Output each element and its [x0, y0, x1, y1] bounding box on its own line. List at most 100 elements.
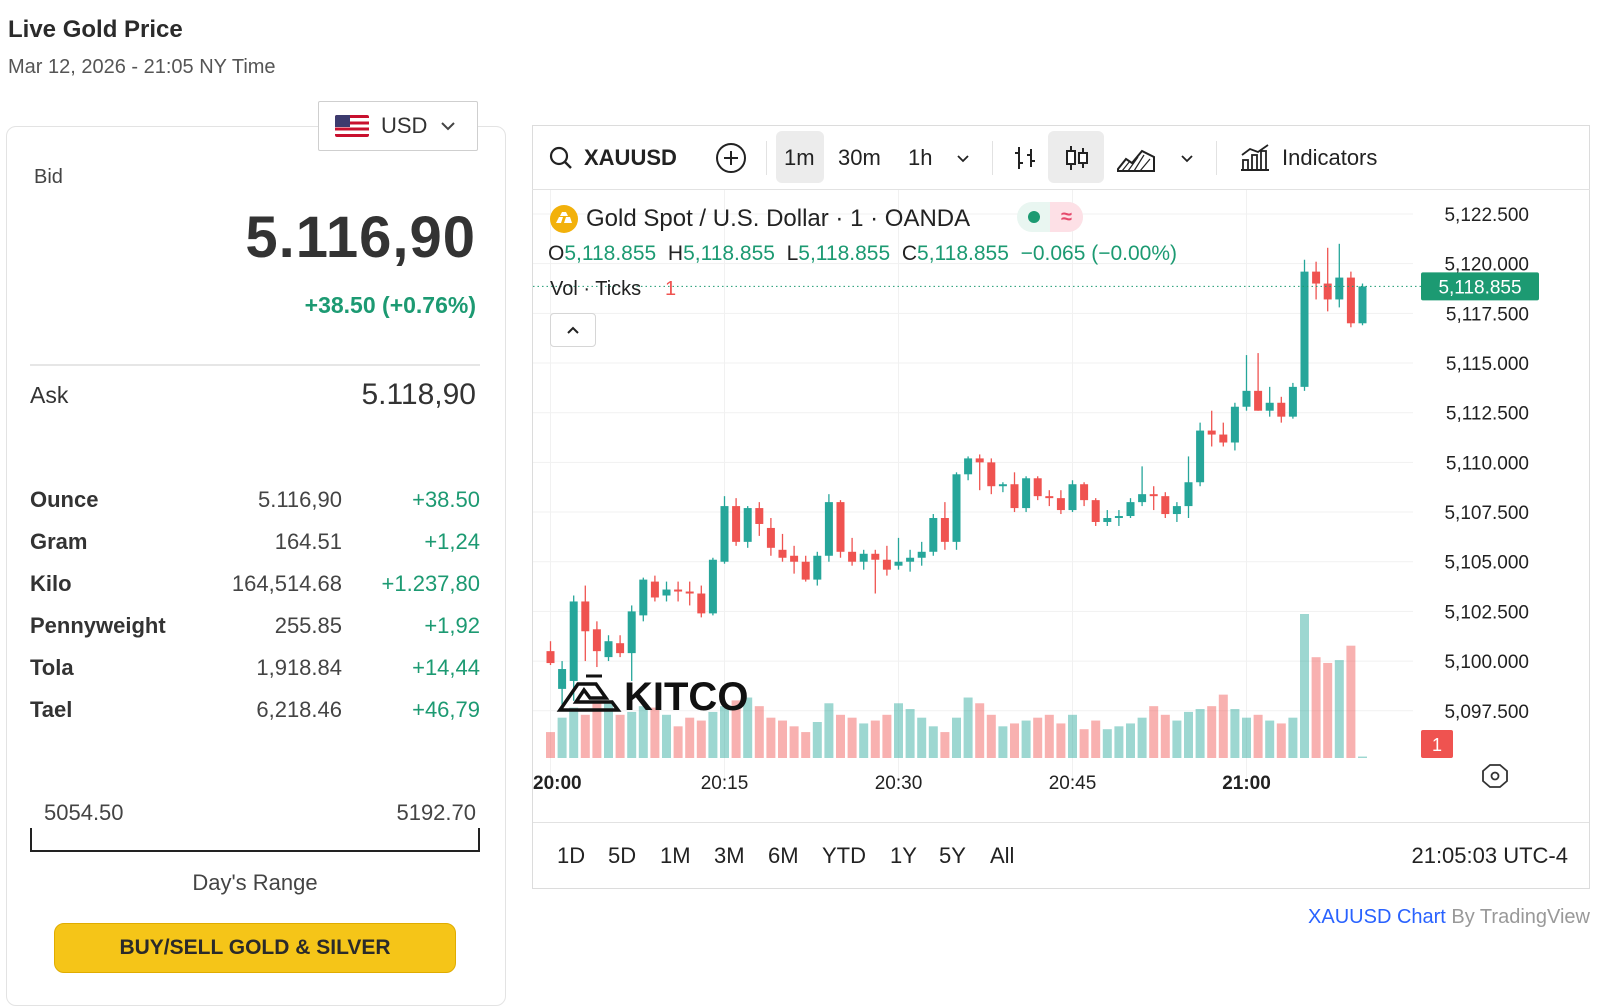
- range-ytd[interactable]: YTD: [822, 843, 866, 868]
- unit-price: 5.116,90: [257, 487, 342, 512]
- volume-bar: [580, 714, 590, 758]
- candle-body: [674, 589, 683, 592]
- volume-bar: [812, 722, 822, 758]
- volume-bar: [882, 714, 892, 758]
- candle-style-button[interactable]: [1062, 125, 1092, 190]
- price-chart[interactable]: 5,122.500 5,120.000 5,117.500 5,115.000 5,11…: [533, 190, 1589, 822]
- candle-body: [1242, 390, 1251, 407]
- attribution-text: By TradingView: [1445, 906, 1590, 928]
- chart-link[interactable]: XAUUSD Chart: [1308, 906, 1446, 928]
- legend-change: −0.065 (−0.00%): [1020, 242, 1178, 265]
- interval-1m[interactable]: 1m: [784, 144, 815, 170]
- volume-bar: [1253, 714, 1263, 758]
- candle-body: [964, 458, 973, 475]
- candle-body: [1230, 406, 1239, 443]
- symbol-label: XAUUSD: [584, 144, 676, 170]
- candle-body: [1358, 286, 1367, 324]
- y-tick-label: 5,115.000: [1446, 354, 1529, 375]
- volume-bar: [708, 711, 718, 758]
- interval-dropdown[interactable]: [954, 125, 972, 190]
- candle-body: [755, 508, 764, 524]
- candle-body: [1033, 478, 1042, 497]
- candle-body: [1022, 478, 1031, 509]
- y-tick-label: 5,110.000: [1446, 453, 1529, 474]
- volume-bar: [720, 706, 729, 758]
- y-tick-label: 5,097.500: [1444, 702, 1529, 723]
- volume-bar: [1265, 720, 1275, 758]
- search-icon: [549, 146, 572, 169]
- volume-bar: [696, 720, 706, 758]
- volume-bar: [1079, 729, 1089, 758]
- volume-bar: [1102, 729, 1112, 758]
- volume-bar: [1358, 756, 1367, 758]
- chart-settings-icon[interactable]: [1482, 764, 1508, 788]
- volume-bar: [546, 732, 555, 758]
- add-symbol-button[interactable]: [714, 125, 748, 190]
- bar-style-button[interactable]: [1010, 125, 1040, 190]
- page-title: Live Gold Price: [8, 16, 183, 43]
- indicators-button[interactable]: Indicators: [1238, 125, 1377, 190]
- candle-body: [813, 555, 822, 580]
- y-tick-label: 5,120.000: [1444, 255, 1529, 276]
- volume-bar: [731, 700, 741, 758]
- currency-select[interactable]: USD: [318, 101, 478, 151]
- volume-bar: [905, 709, 915, 758]
- y-tick-label: 5,112.500: [1446, 404, 1529, 425]
- volume-bar: [963, 697, 973, 758]
- range-1d[interactable]: 1D: [557, 843, 586, 868]
- volume-bar: [975, 703, 985, 758]
- candle-body: [1091, 500, 1100, 522]
- chart-clock[interactable]: 21:05:03 UTC-4: [1411, 843, 1568, 868]
- candle-body: [1312, 271, 1321, 284]
- range-5y[interactable]: 5Y: [939, 843, 966, 868]
- range-6m[interactable]: 6M: [768, 843, 799, 868]
- candle-body: [987, 462, 996, 487]
- y-tick-label: 5,105.000: [1444, 553, 1529, 574]
- candle-body: [558, 669, 567, 689]
- candle-body: [1161, 496, 1170, 515]
- interval-1h[interactable]: 1h: [908, 144, 933, 170]
- volume-bar: [1195, 709, 1205, 758]
- candle-body: [929, 518, 938, 552]
- volume-bar: [627, 711, 637, 758]
- symbol-search[interactable]: XAUUSD: [548, 125, 676, 190]
- volume-bar: [557, 717, 567, 758]
- buy-sell-button[interactable]: BUY/SELL GOLD & SILVER: [54, 923, 456, 973]
- candle-body: [1207, 430, 1216, 435]
- range-3m[interactable]: 3M: [714, 843, 745, 868]
- chevron-down-icon: [957, 154, 969, 162]
- last-price-label: 5,118.855: [1438, 277, 1521, 298]
- style-dropdown[interactable]: [1178, 125, 1196, 190]
- unit-row-pennyweight: Pennyweight 255.85 +1,92: [30, 613, 480, 649]
- toolbar-separator: [992, 141, 993, 175]
- candle-body: [882, 559, 891, 570]
- collapse-legend-button[interactable]: [550, 313, 596, 347]
- volume-bar: [650, 707, 660, 758]
- candle-body: [1346, 277, 1355, 324]
- range-1m[interactable]: 1M: [660, 843, 691, 868]
- day-range-high: 5192.70: [396, 800, 476, 825]
- volume-bar: [847, 717, 857, 758]
- interval-30m[interactable]: 30m: [838, 144, 881, 170]
- candle-body: [894, 561, 903, 566]
- chart-panel: [532, 125, 1590, 889]
- bid-label: Bid: [34, 166, 63, 188]
- range-5d[interactable]: 5D: [608, 843, 637, 868]
- candle-body: [627, 611, 636, 654]
- unit-price: 164,514.68: [231, 571, 342, 596]
- candle-body: [1265, 402, 1274, 411]
- chevron-down-icon: [441, 122, 456, 131]
- candle-body: [1149, 494, 1158, 497]
- candle-body: [639, 579, 648, 616]
- range-all[interactable]: All: [990, 843, 1015, 868]
- volume-bar: [952, 717, 961, 758]
- chevron-up-icon: [567, 326, 579, 334]
- unit-name: Ounce: [30, 487, 99, 512]
- area-style-button[interactable]: [1116, 125, 1156, 190]
- legend-open-label: O: [548, 242, 565, 265]
- range-1y[interactable]: 1Y: [890, 843, 917, 868]
- candle-body: [940, 518, 949, 542]
- volume-bar: [743, 697, 753, 758]
- volume-bar: [1242, 717, 1251, 758]
- volume-bar: [986, 714, 996, 758]
